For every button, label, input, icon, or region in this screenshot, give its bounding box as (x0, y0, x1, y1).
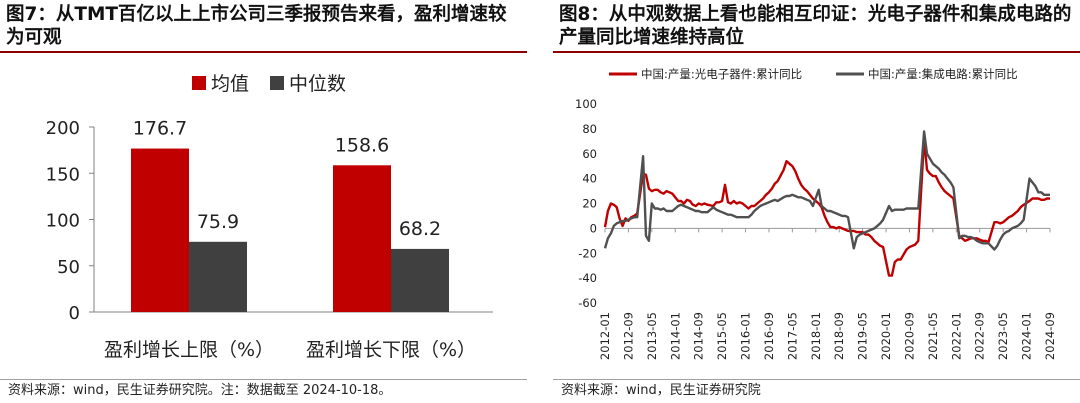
x-tick-label-6: 2016-01 (739, 312, 753, 360)
left-panel: 图7：从TMT百亿以上上市公司三季报预告来看，盈利增速较为可观 均值 中位数 0 50… (0, 0, 527, 403)
value-label-0-0: 176.7 (133, 118, 187, 140)
legend-label-0: 均值 (211, 73, 249, 95)
series-line-1 (603, 130, 1050, 251)
y-tick-label-0: 0 (69, 303, 80, 324)
x-tick-label-11: 2019-05 (856, 312, 870, 360)
y-tick-label-2: 100 (46, 211, 80, 232)
y-tick-label-1: 50 (57, 257, 80, 278)
x-tick-label-2: 2013-05 (645, 312, 659, 360)
x-tick-label-1: 2012-09 (621, 312, 635, 360)
legend-swatch-0 (192, 76, 206, 90)
left-source-rule (0, 379, 527, 380)
y-tick-label-8: -60 (578, 296, 597, 310)
y-tick-label-1: 80 (582, 122, 597, 136)
x-tick-label-10: 2018-09 (832, 312, 846, 360)
bar-1-1 (391, 248, 449, 312)
x-tick-label-5: 2015-05 (715, 312, 729, 360)
x-tick-label-13: 2020-09 (902, 312, 916, 360)
right-line-chart: 中国:产量:光电子器件:累计同比 中国:产量:集成电路:累计同比 100 80 60 40… (575, 67, 1057, 360)
value-label-1-1: 68.2 (399, 218, 441, 240)
left-bar-chart: 均值 中位数 0 50 100 150 200 176.7 75.9 盈利增长上限（%） 158.6… (46, 73, 493, 361)
legend-swatch-1 (270, 76, 284, 90)
x-tick-label-18: 2024-01 (1020, 312, 1034, 360)
x-tick-label-12: 2020-01 (879, 312, 893, 360)
x-tick-label-3: 2014-01 (668, 312, 682, 360)
y-tick-label-4: 20 (582, 197, 597, 211)
y-tick-label-0: 100 (575, 97, 597, 111)
legend-label-0: 中国:产量:光电子器件:累计同比 (641, 67, 802, 81)
y-tick-label-7: -40 (578, 271, 597, 285)
left-chart-title: 图7：从TMT百亿以上上市公司三季报预告来看，盈利增速较为可观 (6, 4, 507, 48)
x-tick-label-15: 2022-01 (949, 312, 963, 360)
x-tick-label-9: 2018-01 (809, 312, 823, 360)
y-tick-label-3: 150 (46, 164, 80, 185)
x-tick-label-4: 2014-09 (692, 312, 706, 360)
category-label-0: 盈利增长上限（%） (104, 339, 274, 361)
x-tick-label-8: 2017-05 (785, 312, 799, 360)
x-tick-label-16: 2022-09 (973, 312, 987, 360)
x-tick-label-19: 2024-09 (1043, 312, 1057, 360)
y-tick-label-5: 0 (590, 221, 597, 235)
y-tick-label-2: 60 (582, 147, 597, 161)
x-tick-label-17: 2023-05 (996, 312, 1010, 360)
right-title-rule (553, 51, 1080, 53)
left-source-note: 资料来源：wind，民生证券研究院。注：数据截至 2024-10-18。 (8, 383, 392, 398)
y-tick-label-6: -20 (578, 246, 597, 260)
right-chart-title: 图8：从中观数据上看也能相互印证：光电子器件和集成电路的产量同比增速维持高位 (559, 4, 1072, 48)
left-title-rule (0, 51, 527, 53)
bar-1-0 (333, 165, 391, 312)
legend-label-1: 中国:产量:集成电路:累计同比 (868, 67, 1018, 81)
x-tick-label-7: 2016-09 (762, 312, 776, 360)
legend-label-1: 中位数 (289, 73, 346, 95)
y-tick-label-3: 40 (582, 172, 597, 186)
bar-0-1 (189, 241, 247, 312)
bar-0-0 (131, 148, 189, 312)
right-panel: 图8：从中观数据上看也能相互印证：光电子器件和集成电路的产量同比增速维持高位 中… (553, 0, 1080, 403)
category-label-1: 盈利增长下限（%） (306, 339, 476, 361)
x-tick-label-14: 2021-05 (926, 312, 940, 360)
series-line-0 (603, 137, 1050, 277)
x-tick-label-0: 2012-01 (598, 312, 612, 360)
y-tick-label-4: 200 (46, 118, 80, 139)
right-source-rule (553, 379, 1080, 380)
value-label-1-0: 158.6 (335, 134, 389, 156)
right-source-note: 资料来源：wind，民生证券研究院 (561, 383, 761, 398)
value-label-0-1: 75.9 (197, 211, 239, 233)
